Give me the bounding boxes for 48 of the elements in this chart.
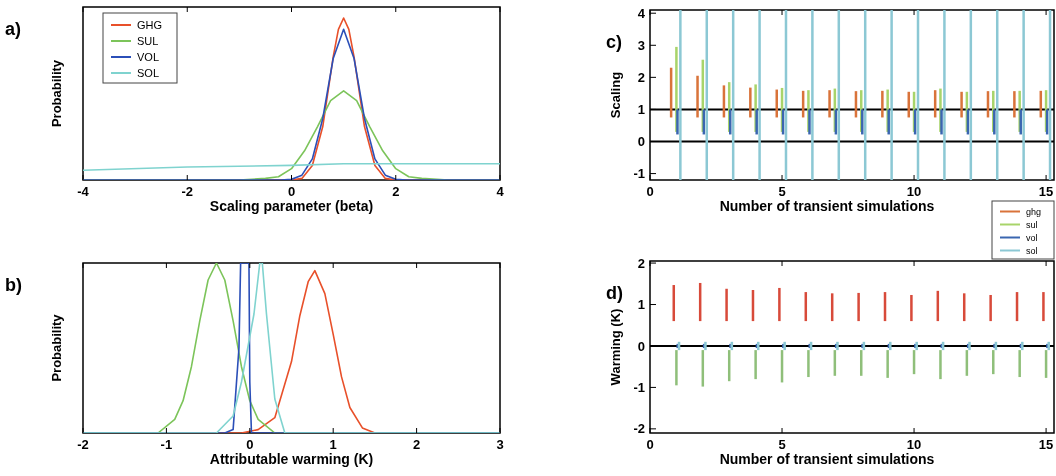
y-tick-label: 2 xyxy=(637,255,645,271)
x-axis-title: Number of transient simulations xyxy=(719,198,935,214)
x-tick-label: 3 xyxy=(496,437,504,452)
x-tick-label: 5 xyxy=(778,184,786,199)
x-tick-label: 10 xyxy=(906,184,922,199)
x-tick-label: -1 xyxy=(160,437,173,452)
x-tick-label: 2 xyxy=(412,437,421,452)
legend-label: sol xyxy=(1026,245,1038,256)
y-tick-label: 0 xyxy=(637,134,645,150)
x-tick-label: -2 xyxy=(77,437,89,452)
x-tick-label: 5 xyxy=(778,437,786,452)
legend-label: SUL xyxy=(137,34,159,47)
x-tick-label: 2 xyxy=(392,184,400,199)
x-tick-label: -4 xyxy=(77,184,90,199)
x-tick-label: 4 xyxy=(496,184,505,199)
legend-label: GHG xyxy=(137,18,163,31)
x-tick-label: 10 xyxy=(906,437,922,452)
x-tick-label: -2 xyxy=(181,184,194,199)
x-axis-title: Scaling parameter (beta) xyxy=(209,198,374,214)
text: c) xyxy=(606,32,623,52)
x-tick-label: 0 xyxy=(287,184,296,199)
x-axis-title: Attributable warming (K) xyxy=(209,451,374,467)
legend-label: vol xyxy=(1026,232,1038,243)
text: d) xyxy=(606,283,623,303)
x-axis-title: Number of transient simulations xyxy=(719,451,935,467)
legend-label: sul xyxy=(1026,219,1038,230)
x-tick-label: 15 xyxy=(1038,437,1054,452)
x-tick-label: 0 xyxy=(246,437,254,452)
y-axis-title: Probability xyxy=(49,59,64,128)
y-axis-title: Probability xyxy=(49,313,64,382)
y-tick-label: 3 xyxy=(637,37,645,53)
y-tick-label: -1 xyxy=(633,379,645,395)
y-tick-label: -2 xyxy=(633,421,645,437)
y-axis-title: Scaling xyxy=(608,71,623,119)
text: a) xyxy=(5,19,22,39)
legend-label: ghg xyxy=(1026,206,1042,217)
legend-label: SOL xyxy=(137,66,160,79)
y-tick-label: 1 xyxy=(637,297,645,313)
y-tick-label: 0 xyxy=(637,338,645,354)
y-tick-label: 4 xyxy=(637,5,646,21)
legend-label: VOL xyxy=(137,50,160,63)
y-axis-title: Warming (K) xyxy=(608,308,623,386)
x-tick-label: 15 xyxy=(1038,184,1054,199)
y-tick-label: 2 xyxy=(637,69,645,85)
text: b) xyxy=(5,275,22,295)
y-tick-label: 1 xyxy=(637,101,645,117)
x-tick-label: 1 xyxy=(329,437,337,452)
y-tick-label: -1 xyxy=(633,166,645,182)
